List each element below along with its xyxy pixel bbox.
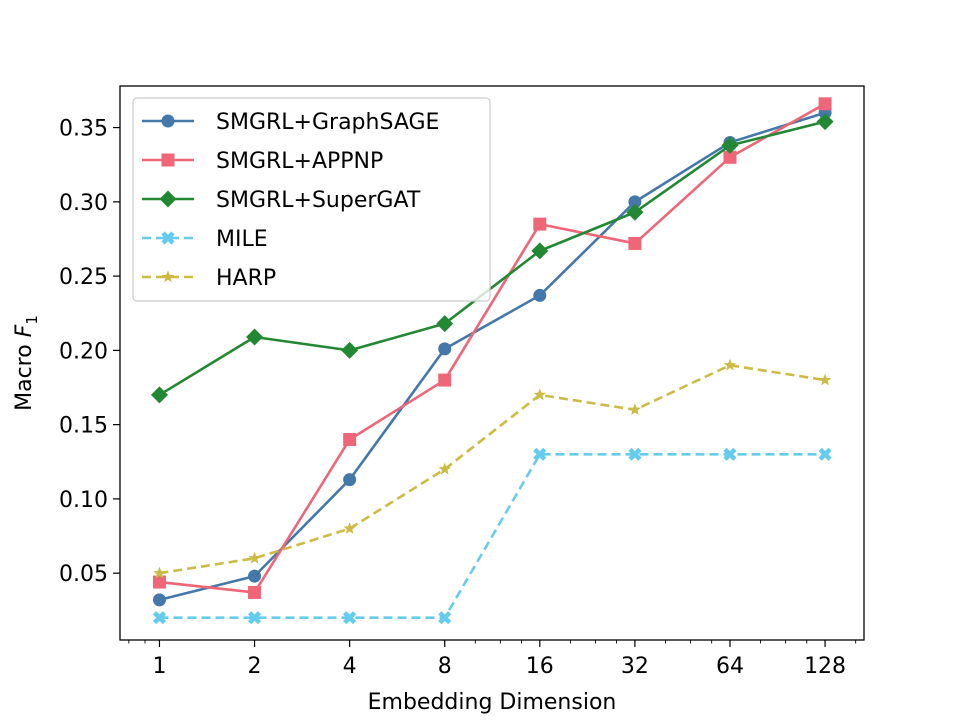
legend-label: MILE bbox=[216, 227, 268, 252]
y-axis-title-prefix: Macro bbox=[12, 337, 37, 411]
legend-entry: SMGRL+APPNP bbox=[142, 149, 383, 174]
data-point bbox=[531, 242, 549, 260]
data-point bbox=[628, 195, 642, 209]
data-point bbox=[248, 585, 262, 599]
data-point-bar-b bbox=[438, 611, 452, 625]
data-point bbox=[343, 432, 357, 446]
x-tick-label: 4 bbox=[343, 654, 357, 679]
legend-label: SMGRL+SuperGAT bbox=[216, 188, 421, 213]
data-point bbox=[153, 566, 166, 579]
legend-marker-bar-b bbox=[161, 231, 175, 245]
data-point bbox=[533, 288, 547, 302]
series-3 bbox=[152, 447, 832, 625]
data-point bbox=[533, 447, 547, 461]
y-tick-label: 0.20 bbox=[59, 339, 108, 364]
y-tick-label: 0.35 bbox=[59, 117, 108, 142]
x-tick-label: 2 bbox=[248, 654, 262, 679]
legend-label: HARP bbox=[216, 266, 276, 291]
axes-frame bbox=[119, 85, 865, 641]
data-point bbox=[723, 447, 737, 461]
legend-marker bbox=[159, 190, 177, 208]
data-point bbox=[438, 342, 452, 356]
plot-area bbox=[150, 97, 834, 625]
data-point bbox=[628, 447, 642, 461]
data-point bbox=[341, 341, 359, 359]
series-line bbox=[159, 363, 826, 575]
data-point-bar-b bbox=[343, 611, 357, 625]
data-point bbox=[246, 328, 264, 346]
data-point bbox=[818, 373, 832, 386]
x-tick-label: 16 bbox=[526, 654, 554, 679]
series-4 bbox=[153, 358, 832, 579]
legend-marker bbox=[161, 270, 175, 283]
data-point-bar-b bbox=[152, 611, 167, 625]
data-point bbox=[721, 136, 739, 154]
legend-marker bbox=[161, 114, 175, 128]
data-point-bar-b bbox=[533, 447, 547, 461]
data-point bbox=[343, 522, 356, 534]
data-point bbox=[628, 236, 642, 250]
x-tick-label: 64 bbox=[716, 654, 744, 679]
data-point bbox=[150, 386, 168, 404]
x-tick-label: 1 bbox=[152, 654, 166, 679]
series-line bbox=[158, 120, 826, 397]
data-point bbox=[152, 593, 166, 607]
legend-entry: SMGRL+GraphSAGE bbox=[142, 110, 439, 135]
data-point bbox=[343, 611, 357, 625]
x-tick-label: 8 bbox=[438, 654, 452, 679]
y-tick-label: 0.15 bbox=[59, 414, 108, 439]
data-point bbox=[438, 462, 451, 475]
legend-marker bbox=[161, 231, 175, 245]
data-point bbox=[152, 611, 167, 625]
series-line bbox=[159, 102, 826, 594]
legend-entry: HARP bbox=[142, 266, 276, 291]
data-point bbox=[248, 569, 262, 583]
series-1 bbox=[152, 97, 832, 599]
y-axis: 0.05 0.10 0.15 0.20 0.25 0.30 0.35 bbox=[59, 117, 120, 587]
y-axis-title-sub: 1 bbox=[23, 315, 41, 325]
y-tick-label: 0.25 bbox=[59, 265, 108, 290]
legend-entry: SMGRL+SuperGAT bbox=[142, 188, 421, 213]
y-axis-title: Macro F1 bbox=[12, 315, 41, 411]
series-line bbox=[159, 453, 826, 620]
x-tick-label: 32 bbox=[621, 654, 649, 679]
data-point bbox=[626, 203, 644, 221]
data-point-bar-b bbox=[723, 447, 737, 461]
y-tick-label: 0.10 bbox=[59, 488, 108, 513]
x-axis-title: Embedding Dimension bbox=[368, 690, 617, 715]
data-point bbox=[436, 315, 454, 333]
legend-label: SMGRL+GraphSAGE bbox=[216, 110, 439, 135]
legend-box bbox=[132, 97, 491, 302]
data-point bbox=[152, 575, 166, 589]
y-tick-label: 0.05 bbox=[59, 562, 108, 587]
data-point-bar-b bbox=[247, 611, 262, 625]
data-point bbox=[816, 113, 834, 131]
data-point bbox=[247, 611, 262, 625]
series-line bbox=[159, 111, 826, 602]
legend: SMGRL+GraphSAGE SMGRL+APPNP SMGRL+SuperGAT… bbox=[132, 97, 491, 302]
y-axis-title-var: F bbox=[12, 324, 37, 337]
data-point bbox=[818, 97, 832, 111]
y-tick-label: 0.30 bbox=[59, 191, 108, 216]
legend-entry: MILE bbox=[142, 227, 268, 252]
data-point bbox=[723, 150, 737, 164]
data-point-bar-b bbox=[628, 447, 642, 461]
data-point bbox=[533, 217, 547, 231]
data-point bbox=[628, 403, 642, 416]
series-2 bbox=[150, 113, 834, 404]
data-point bbox=[533, 388, 546, 401]
data-point bbox=[723, 358, 737, 371]
x-tick-label: 128 bbox=[804, 654, 846, 679]
x-axis: 1 2 4 8 16 32 64 128 bbox=[128, 640, 857, 679]
legend-marker bbox=[161, 153, 175, 167]
data-point bbox=[248, 551, 261, 564]
data-point bbox=[343, 473, 357, 487]
data-point bbox=[818, 447, 832, 461]
data-point-bar-b bbox=[818, 447, 832, 461]
legend-label: SMGRL+APPNP bbox=[216, 149, 383, 174]
data-point bbox=[438, 373, 452, 387]
data-point bbox=[438, 611, 452, 625]
